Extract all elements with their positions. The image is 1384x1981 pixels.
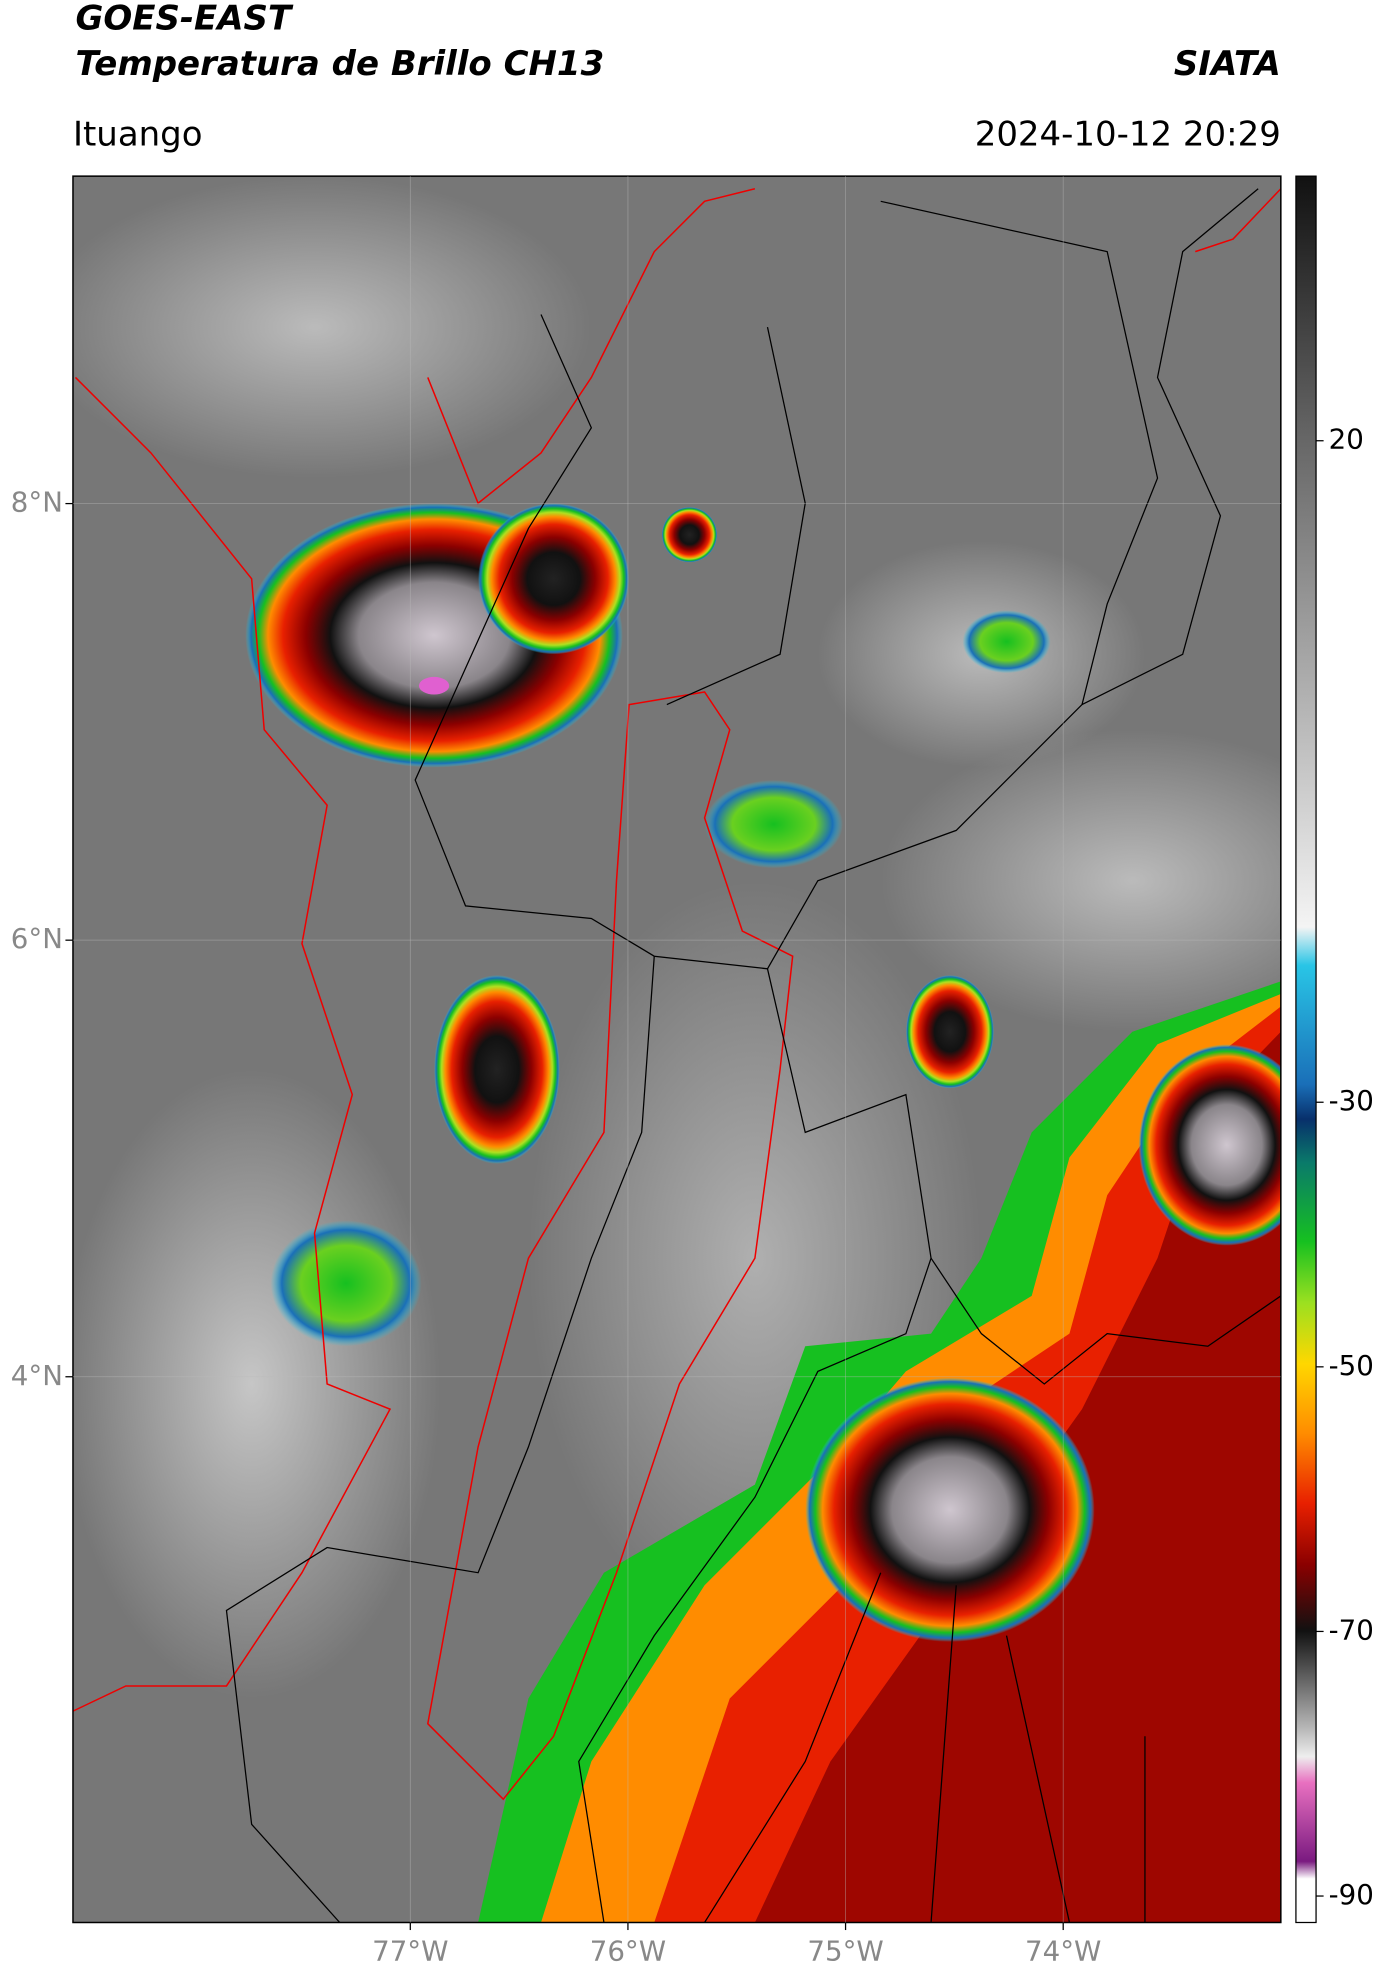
source: SIATA xyxy=(1174,44,1281,84)
colorbar-tick-label: -70 xyxy=(1329,1613,1374,1646)
lon-tick-label: 77°W xyxy=(372,1935,448,1968)
lon-tick-label: 76°W xyxy=(590,1935,666,1968)
satellite-image xyxy=(72,176,1281,1923)
lat-tick-label: 8°N xyxy=(11,486,63,519)
colorbar-tick-label: -50 xyxy=(1329,1349,1374,1382)
location: Ituango xyxy=(73,114,203,154)
colorbar xyxy=(1295,175,1317,1924)
title: GOES-EAST xyxy=(75,0,293,39)
lat-tick-label: 6°N xyxy=(11,922,63,955)
colorbar-tick-label: -90 xyxy=(1329,1878,1374,1911)
map-frame xyxy=(72,175,1282,1924)
lon-tick-label: 74°W xyxy=(1025,1935,1101,1968)
subtitle: Temperatura de Brillo CH13 xyxy=(75,44,604,84)
colorbar-tick-label: 20 xyxy=(1329,423,1364,456)
lon-tick-label: 75°W xyxy=(807,1935,883,1968)
colorbar-tick-label: -30 xyxy=(1329,1084,1374,1117)
lat-tick-label: 4°N xyxy=(11,1359,63,1392)
datetime: 2024-10-12 20:29 xyxy=(975,114,1281,154)
